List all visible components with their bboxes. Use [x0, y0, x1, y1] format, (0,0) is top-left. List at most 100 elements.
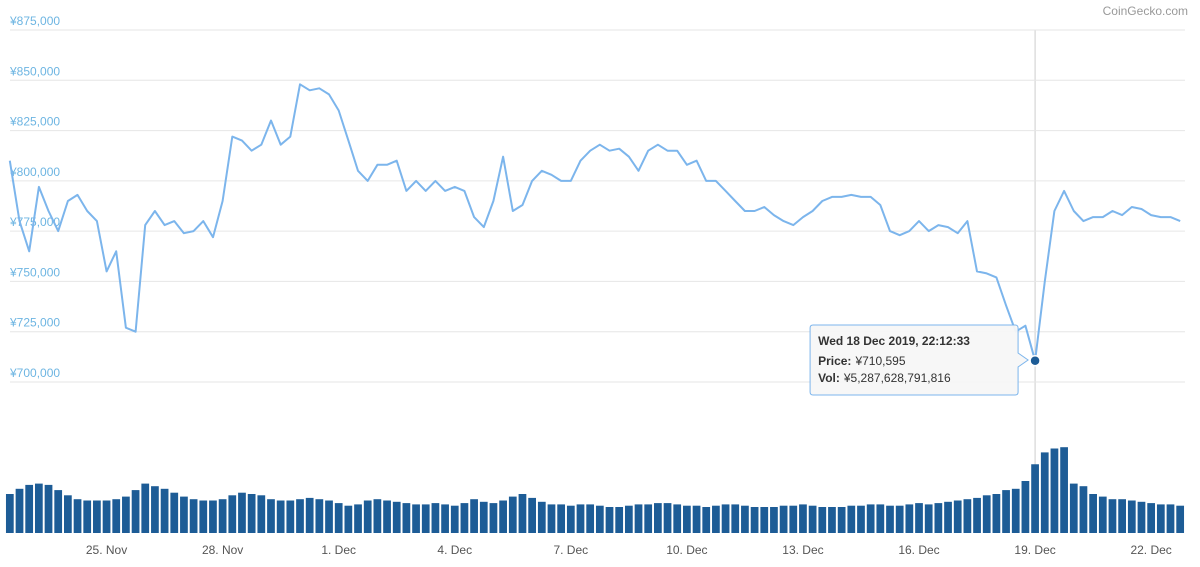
- volume-bar: [934, 503, 943, 533]
- volume-bar: [209, 500, 217, 533]
- volume-bar: [151, 486, 159, 533]
- volume-bar: [644, 504, 653, 533]
- volume-bar: [692, 505, 701, 533]
- volume-bar: [276, 500, 285, 533]
- volume-bar: [837, 507, 846, 533]
- volume-bar: [624, 505, 633, 533]
- volume-bar: [866, 504, 875, 533]
- tooltip-value: ¥5,287,628,791,816: [843, 371, 951, 385]
- volume-bar: [257, 495, 266, 533]
- tooltip-label: Vol:: [818, 371, 840, 385]
- volume-bar: [857, 505, 865, 533]
- x-tick-label: 28. Nov: [202, 543, 243, 557]
- volume-bar: [1137, 501, 1146, 533]
- volume-bar: [218, 499, 227, 533]
- volume-bar: [779, 505, 788, 533]
- volume-bar: [122, 496, 130, 533]
- volume-bar: [673, 504, 682, 533]
- volume-bar: [383, 500, 391, 533]
- volume-bar: [789, 505, 798, 533]
- volume-bar: [1127, 500, 1136, 533]
- volume-bar: [189, 499, 198, 533]
- price-line: [8, 83, 1181, 362]
- volume-bar: [605, 507, 614, 533]
- volume-bar: [267, 499, 275, 533]
- volume-bar: [731, 504, 740, 533]
- volume-bar: [741, 505, 749, 533]
- volume-bar: [702, 507, 711, 533]
- volume-bar: [460, 503, 469, 533]
- volume-bar: [1098, 496, 1107, 533]
- volume-bar: [112, 499, 121, 533]
- volume-bar: [1011, 488, 1020, 533]
- volume-bar: [770, 507, 778, 533]
- volume-bar: [963, 499, 972, 533]
- volume-bar: [199, 500, 208, 533]
- x-tick-label: 22. Dec: [1130, 543, 1171, 557]
- volume-bar: [363, 500, 372, 533]
- volume-bar: [547, 504, 556, 533]
- volume-bar: [537, 501, 546, 533]
- hover-marker: [1029, 354, 1041, 367]
- volume-bar: [170, 492, 179, 533]
- volume-bar: [180, 496, 188, 533]
- volume-bar: [528, 497, 536, 533]
- volume-bar: [953, 500, 962, 533]
- volume-bar: [924, 504, 933, 533]
- volume-bar: [992, 494, 1001, 533]
- volume-bar: [905, 504, 914, 533]
- volume-bar: [760, 507, 769, 533]
- volume-bar: [1118, 499, 1126, 533]
- volume-bar: [431, 503, 440, 533]
- volume-bar: [354, 504, 362, 533]
- volume-bar: [1050, 448, 1059, 533]
- volume-bar: [247, 494, 256, 533]
- volume-bar: [141, 483, 150, 533]
- volume-bar: [470, 499, 478, 533]
- volume-bar: [160, 488, 169, 533]
- y-tick-label: ¥875,000: [9, 14, 60, 28]
- x-tick-label: 13. Dec: [782, 543, 823, 557]
- volume-bar: [489, 503, 498, 533]
- x-tick-label: 10. Dec: [666, 543, 707, 557]
- volume-bar: [373, 499, 382, 533]
- tooltip-value: ¥710,595: [854, 354, 905, 368]
- volume-bar: [1021, 481, 1030, 533]
- tooltip-box: [809, 324, 1029, 396]
- volume-bar: [944, 501, 952, 533]
- volume-bar: [1166, 504, 1175, 533]
- volume-bar: [712, 505, 720, 533]
- volume-bar: [296, 499, 304, 533]
- volume-bar: [895, 505, 904, 533]
- volume-bar: [83, 500, 92, 533]
- volume-bar: [595, 505, 604, 533]
- volume-bar: [54, 490, 63, 533]
- volume-bar: [479, 501, 488, 533]
- volume-bar: [818, 507, 827, 533]
- volume-bar: [315, 499, 324, 533]
- volume-bar: [1156, 504, 1165, 533]
- volume-bar: [634, 504, 643, 533]
- volume-bar: [847, 505, 856, 533]
- volume-bar: [1089, 494, 1097, 533]
- y-tick-label: ¥800,000: [9, 165, 60, 179]
- x-tick-label: 25. Nov: [86, 543, 127, 557]
- x-tick-label: 7. Dec: [553, 543, 588, 557]
- volume-bar: [344, 505, 353, 533]
- x-tick-label: 16. Dec: [898, 543, 939, 557]
- volume-bar: [915, 503, 923, 533]
- y-tick-label: ¥825,000: [9, 115, 60, 129]
- volume-bar: [402, 503, 411, 533]
- volume-bar: [1060, 447, 1068, 533]
- volume-bar: [441, 504, 449, 533]
- y-tick-label: ¥750,000: [9, 265, 60, 279]
- volume-bar: [654, 503, 662, 533]
- volume-bar: [228, 495, 237, 533]
- volume-bar: [305, 497, 314, 533]
- volume-bar: [683, 505, 691, 533]
- volume-bar: [557, 504, 566, 533]
- volume-bar: [973, 497, 981, 533]
- x-tick-label: 1. Dec: [321, 543, 356, 557]
- volume-bar: [886, 505, 894, 533]
